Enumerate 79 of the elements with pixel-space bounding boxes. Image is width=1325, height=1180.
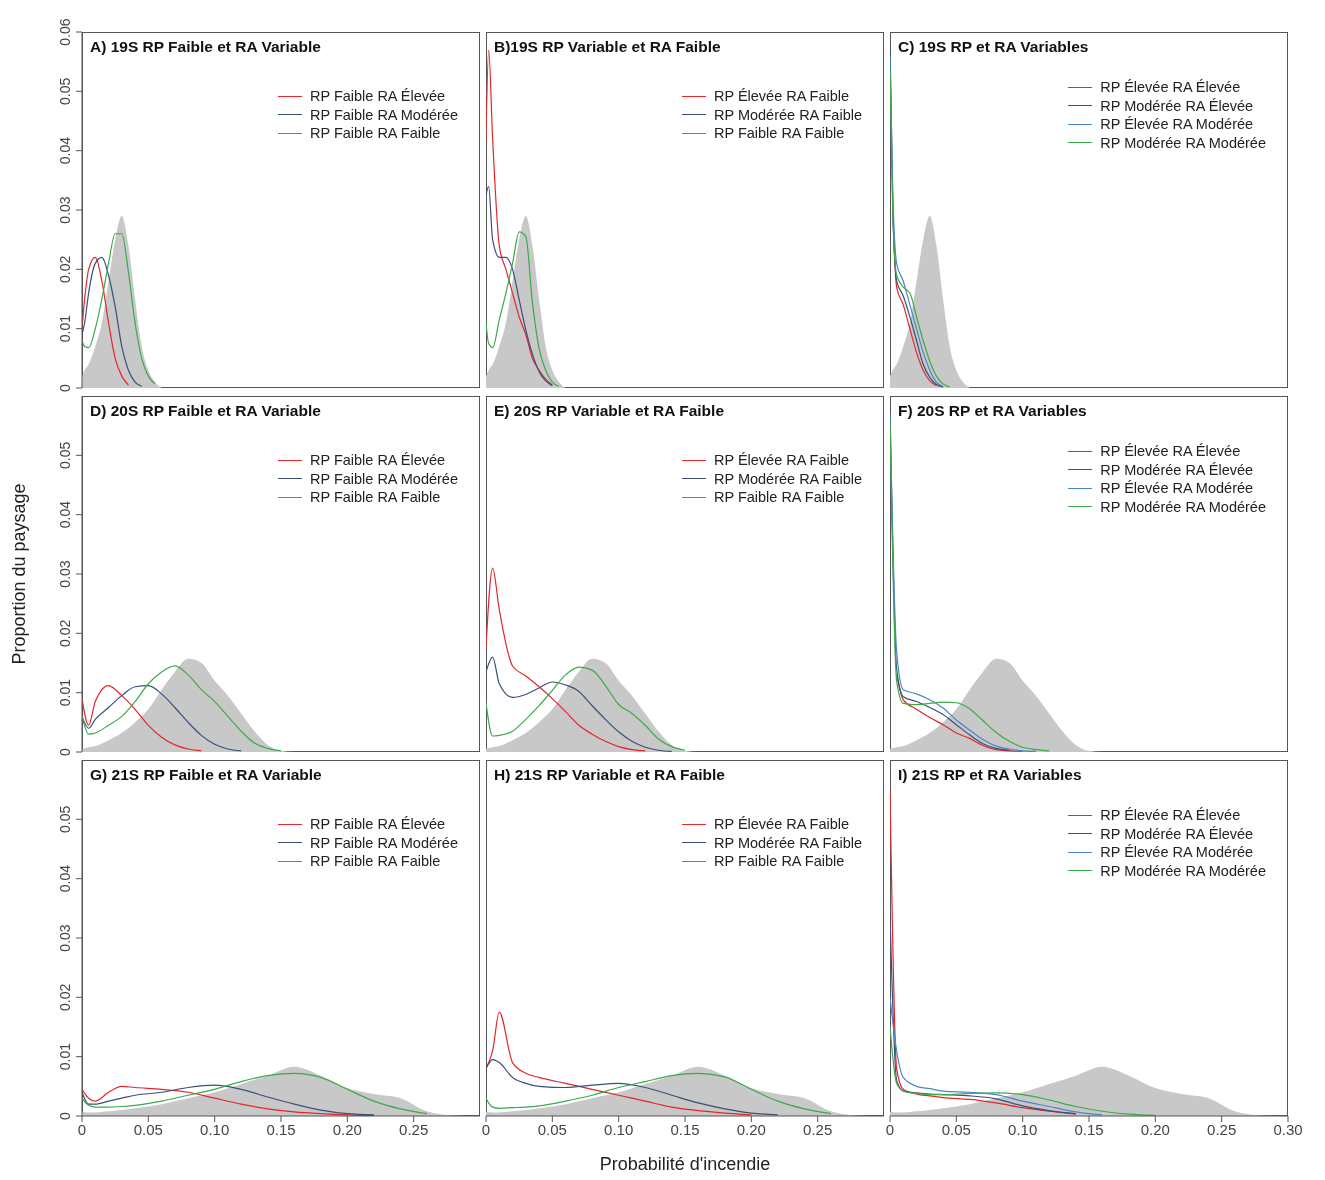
y-tick-label: 0.01 <box>57 678 73 707</box>
x-tick-label: 0.05 <box>133 1120 163 1138</box>
legend-label: RP Modérée RA Modérée <box>1100 498 1266 515</box>
x-tick-label: 0.20 <box>1140 1120 1170 1138</box>
legend-label: RP Faible RA Faible <box>309 489 441 506</box>
x-tick-label: 0.05 <box>941 1120 971 1138</box>
chart-title: C) 19S RP et RA Variables <box>898 38 1089 56</box>
y-tick-label: 0.01 <box>57 314 73 343</box>
x-tick-label: 0.15 <box>266 1120 296 1138</box>
legend-label: RP Faible RA Modérée <box>309 106 458 123</box>
legend-label: RP Faible RA Élevée <box>309 816 446 833</box>
x-tick-label: 0.25 <box>1207 1120 1237 1138</box>
x-tick-label: 0 <box>481 1120 491 1138</box>
x-tick-label: 0.20 <box>736 1120 766 1138</box>
y-tick-label: 0.02 <box>57 983 73 1011</box>
legend-label: RP Faible RA Faible <box>713 853 845 870</box>
legend-label: RP Élevée RA Faible <box>713 816 850 833</box>
y-tick-label: 0 <box>57 1111 73 1120</box>
legend-label: RP Modérée RA Modérée <box>1100 862 1266 879</box>
legend-label: RP Modérée RA Élevée <box>1100 461 1254 478</box>
x-tick-label: 0.10 <box>1008 1120 1038 1138</box>
chart-title: A) 19S RP Faible et RA Variable <box>90 38 321 56</box>
y-tick-label: 0.05 <box>57 77 73 105</box>
x-tick-label: 0.10 <box>604 1120 634 1138</box>
x-axis-title: Probabilité d'incendie <box>599 1154 771 1175</box>
y-tick-label: 0.05 <box>57 441 73 469</box>
y-tick-label: 0.03 <box>57 560 73 588</box>
x-tick-label: 0.15 <box>670 1120 700 1138</box>
y-tick-label: 0.04 <box>57 500 73 529</box>
y-tick-label: 0.05 <box>57 805 73 833</box>
legend-label: RP Modérée RA Élevée <box>1100 825 1254 842</box>
legend-label: RP Faible RA Élevée <box>309 452 446 469</box>
legend-label: RP Élevée RA Faible <box>713 88 850 105</box>
legend-label: RP Élevée RA Élevée <box>1100 79 1241 96</box>
legend-label: RP Modérée RA Faible <box>713 834 862 851</box>
x-tick-label: 0.25 <box>399 1120 429 1138</box>
legend-label: RP Modérée RA Élevée <box>1100 97 1254 114</box>
legend-label: RP Faible RA Élevée <box>309 88 446 105</box>
legend-label: RP Élevée RA Modérée <box>1100 844 1254 861</box>
chart-title: F) 20S RP et RA Variables <box>898 402 1087 420</box>
chart-title: B)19S RP Variable et RA Faible <box>494 38 721 56</box>
y-tick-label: 0.03 <box>57 924 73 952</box>
legend-label: RP Faible RA Faible <box>309 853 441 870</box>
y-tick-label: 0.02 <box>57 619 73 647</box>
legend-label: RP Élevée RA Élevée <box>1100 443 1241 460</box>
y-tick-label: 0 <box>57 747 73 756</box>
y-tick-label: 0.06 <box>57 18 73 46</box>
x-tick-label: 0.20 <box>332 1120 362 1138</box>
y-tick-label: 0.01 <box>57 1042 73 1071</box>
y-tick-label: 0.02 <box>57 255 73 283</box>
chart-title: G) 21S RP Faible et RA Variable <box>90 766 322 784</box>
legend-label: RP Faible RA Faible <box>309 125 441 142</box>
chart-title: H) 21S RP Variable et RA Faible <box>494 766 725 784</box>
legend-label: RP Faible RA Faible <box>713 489 845 506</box>
x-tick-label: 0.25 <box>803 1120 833 1138</box>
y-tick-label: 0 <box>57 383 73 392</box>
chart-title: I) 21S RP et RA Variables <box>898 766 1082 784</box>
legend-label: RP Élevée RA Élevée <box>1100 807 1241 824</box>
legend-label: RP Élevée RA Modérée <box>1100 480 1254 497</box>
legend-label: RP Modérée RA Modérée <box>1100 134 1266 151</box>
y-tick-label: 0.04 <box>57 136 73 165</box>
x-tick-label: 0.10 <box>200 1120 230 1138</box>
x-tick-label: 0 <box>885 1120 895 1138</box>
x-tick-label: 0.05 <box>537 1120 567 1138</box>
legend-label: RP Modérée RA Faible <box>713 106 862 123</box>
legend-label: RP Faible RA Modérée <box>309 834 458 851</box>
legend-label: RP Faible RA Faible <box>713 125 845 142</box>
chart-title: D) 20S RP Faible et RA Variable <box>90 402 321 420</box>
legend-label: RP Élevée RA Modérée <box>1100 116 1254 133</box>
y-tick-label: 0.03 <box>57 196 73 224</box>
legend-label: RP Faible RA Modérée <box>309 470 458 487</box>
y-tick-label: 0.04 <box>57 864 73 893</box>
x-tick-label: 0 <box>77 1120 87 1138</box>
legend-label: RP Élevée RA Faible <box>713 452 850 469</box>
x-tick-label: 0.30 <box>1273 1120 1303 1138</box>
y-axis-title: Proportion du paysage <box>8 483 30 665</box>
legend-label: RP Modérée RA Faible <box>713 470 862 487</box>
x-tick-label: 0.15 <box>1074 1120 1104 1138</box>
chart-title: E) 20S RP Variable et RA Faible <box>494 402 725 420</box>
